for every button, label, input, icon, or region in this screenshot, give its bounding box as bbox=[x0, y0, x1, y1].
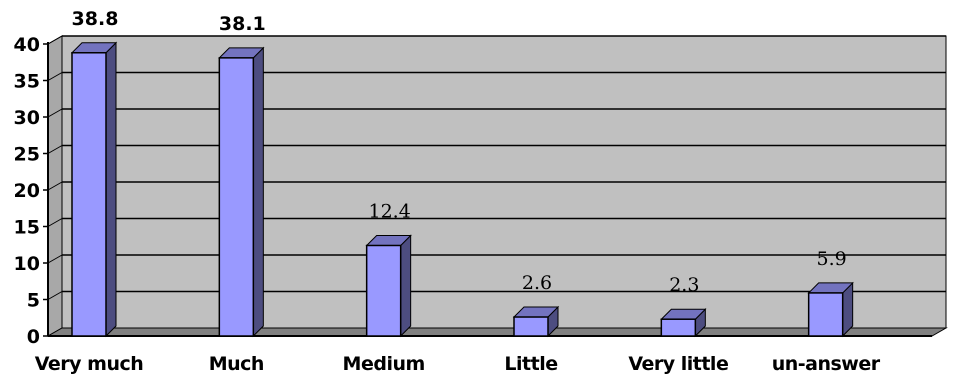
y-tick-label: 0 bbox=[27, 326, 40, 348]
y-tick-label: 30 bbox=[14, 107, 40, 129]
y-tick-labels: 0 5 10 15 20 25 30 35 40 bbox=[14, 34, 40, 348]
x-tick-label: Very much bbox=[35, 353, 144, 375]
y-tick-label: 10 bbox=[14, 253, 40, 275]
bar-side bbox=[400, 234, 412, 338]
x-tick-label: Medium bbox=[343, 353, 425, 375]
x-tick-label: Much bbox=[209, 353, 264, 375]
x-tick-labels: Very much Much Medium Little Very little un-a… bbox=[35, 353, 882, 375]
bar-front bbox=[218, 57, 255, 337]
bar bbox=[660, 308, 707, 338]
data-label: 2.3 bbox=[669, 274, 699, 296]
bar-front bbox=[513, 316, 549, 337]
bars bbox=[70, 41, 854, 338]
bar bbox=[365, 234, 412, 338]
y-axis bbox=[43, 42, 932, 337]
data-label: 2.6 bbox=[522, 272, 552, 294]
x-tick-label: Very little bbox=[628, 353, 728, 375]
y-tick-label: 15 bbox=[14, 217, 40, 239]
bar bbox=[70, 41, 118, 338]
gridline-wall bbox=[47, 108, 63, 118]
gridline-wall bbox=[47, 218, 63, 227]
bar-front bbox=[365, 244, 402, 337]
y-tick-label: 40 bbox=[14, 34, 40, 56]
data-labels: 38.8 38.1 12.4 2.6 2.3 5.9 bbox=[72, 8, 847, 296]
data-label: 38.8 bbox=[72, 8, 119, 30]
bar bbox=[218, 46, 265, 338]
gridlines bbox=[47, 35, 946, 300]
gridline-wall bbox=[47, 35, 63, 45]
bar-front bbox=[660, 318, 697, 337]
gridline-wall bbox=[47, 181, 63, 191]
bar bbox=[807, 281, 854, 338]
x-tick-label: un-answer bbox=[772, 353, 881, 375]
y-tick-label: 25 bbox=[14, 144, 40, 166]
y-tick-label: 35 bbox=[14, 71, 40, 93]
y-tick-label: 5 bbox=[27, 290, 40, 312]
gridline-wall bbox=[47, 145, 63, 154]
y-tick-label: 20 bbox=[14, 180, 40, 202]
data-label: 12.4 bbox=[369, 200, 411, 222]
bar-side bbox=[252, 46, 264, 338]
gridline-wall bbox=[47, 291, 63, 300]
data-label: 38.1 bbox=[219, 13, 266, 35]
bar-front bbox=[71, 52, 107, 337]
bar-side bbox=[105, 41, 117, 338]
data-label: 5.9 bbox=[817, 248, 847, 270]
x-tick-label: Little bbox=[504, 353, 557, 375]
gridline-wall bbox=[47, 254, 63, 264]
bar bbox=[512, 305, 560, 338]
bar-front bbox=[807, 292, 844, 337]
gridline-wall bbox=[47, 72, 63, 81]
